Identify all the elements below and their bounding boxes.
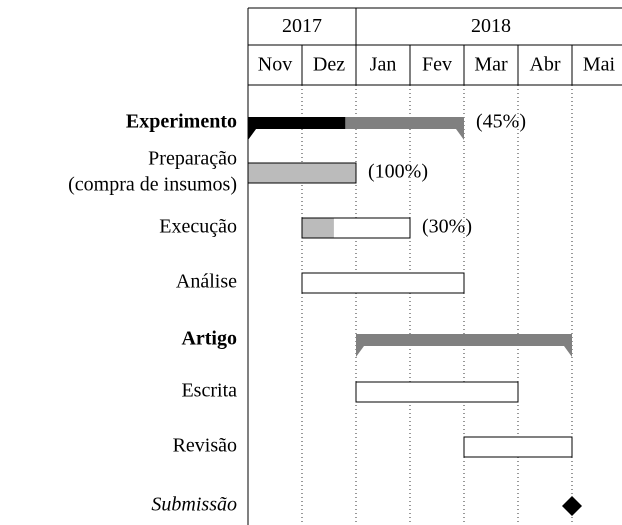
- task-progress: [248, 163, 356, 183]
- month-label: Nov: [258, 54, 292, 76]
- task-progress: [302, 218, 334, 238]
- month-label: Jan: [370, 54, 397, 76]
- year-label: 2017: [282, 15, 322, 37]
- task-label: (compra de insumos): [68, 174, 237, 196]
- month-label: Mar: [474, 54, 508, 76]
- task-label: Análise: [176, 271, 237, 293]
- task-label: Submissão: [151, 494, 237, 516]
- milestone: [562, 496, 582, 516]
- task-bar: [463, 436, 573, 458]
- group-progress: [248, 117, 346, 140]
- task-label: Artigo: [181, 328, 237, 350]
- task-label: Preparação: [148, 148, 237, 170]
- task-label: Execução: [159, 216, 237, 238]
- month-label: Mai: [583, 54, 616, 76]
- progress-label: (45%): [476, 111, 526, 133]
- progress-label: (30%): [422, 216, 472, 238]
- task-bar: [355, 381, 519, 403]
- task-bar: [301, 272, 465, 294]
- month-label: Abr: [529, 54, 560, 76]
- group-bar: [356, 334, 572, 357]
- year-label: 2018: [471, 15, 511, 37]
- month-label: Fev: [422, 54, 452, 76]
- month-label: Dez: [313, 54, 345, 76]
- task-label: Revisão: [173, 435, 237, 457]
- progress-label: (100%): [368, 161, 428, 183]
- task-label: Escrita: [181, 380, 237, 402]
- task-label: Experimento: [126, 111, 237, 133]
